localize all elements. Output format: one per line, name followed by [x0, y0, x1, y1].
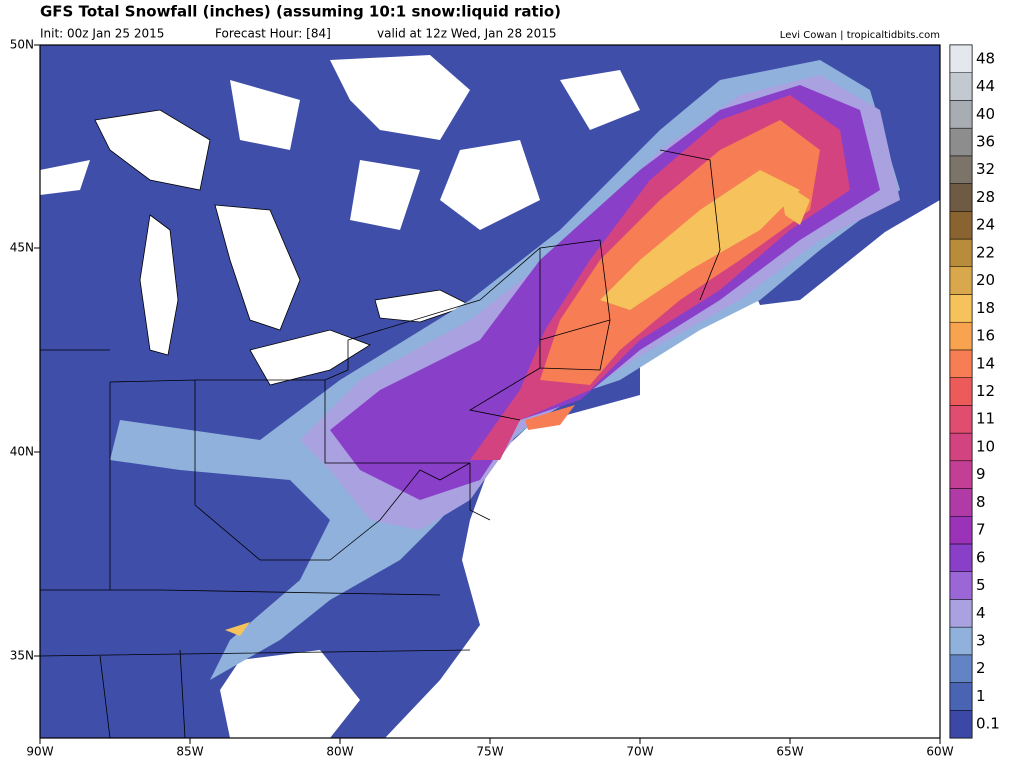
colorbar-label: 16	[976, 327, 995, 345]
colorbar-box	[949, 155, 973, 184]
colorbar-label: 1	[976, 687, 986, 705]
colorbar-box	[949, 100, 973, 129]
colorbar-box	[949, 266, 973, 295]
colorbar-label: 10	[976, 437, 995, 455]
colorbar-label: 7	[976, 521, 986, 539]
title: GFS Total Snowfall (inches) (assuming 10…	[40, 3, 561, 21]
lon-label: 60W	[926, 745, 953, 759]
colorbar-box	[949, 238, 973, 268]
lat-label: 50N	[10, 38, 34, 52]
colorbar-box	[949, 432, 973, 462]
colorbar-label: 4	[976, 604, 986, 622]
colorbar-box	[949, 349, 973, 378]
colorbar-box	[949, 321, 973, 351]
lon-label: 90W	[26, 745, 53, 759]
colorbar-box	[949, 682, 973, 711]
colorbar-label: 28	[976, 188, 995, 206]
colorbar-box	[949, 488, 973, 517]
colorbar-box	[949, 710, 973, 739]
colorbar-label: 48	[976, 49, 995, 67]
map	[39, 44, 941, 739]
colorbar-box	[949, 654, 973, 683]
colorbar-box	[949, 571, 973, 600]
colorbar-box	[949, 405, 973, 434]
lon-label: 65W	[776, 745, 803, 759]
colorbar-box	[949, 599, 973, 628]
axes: 50N 45N 40N 35N 90W 85W 80W 75W 70W 65W 60W	[10, 38, 954, 759]
valid-time: valid at 12z Wed, Jan 28 2015	[377, 27, 557, 41]
colorbar-label: 22	[976, 243, 995, 261]
colorbar-box	[949, 626, 973, 656]
colorbar-box	[949, 44, 973, 73]
colorbar-label: 11	[976, 410, 995, 428]
colorbar-label: 32	[976, 160, 995, 178]
lon-label: 80W	[326, 745, 353, 759]
colorbar-box	[949, 183, 973, 212]
colorbar-label: 40	[976, 105, 995, 123]
colorbar-box	[949, 72, 973, 101]
colorbar-box	[949, 127, 973, 157]
colorbar-label: 3	[976, 631, 986, 649]
lat-label: 45N	[10, 241, 34, 255]
colorbar: 0.11234567891011121416182022242832364044…	[949, 44, 1000, 739]
lon-label: 75W	[476, 745, 503, 759]
colorbar-label: 5	[976, 576, 986, 594]
colorbar-box	[949, 211, 973, 240]
colorbar-box	[949, 543, 973, 572]
colorbar-box	[949, 294, 973, 323]
colorbar-label: 36	[976, 133, 995, 151]
lat-label: 40N	[10, 445, 34, 459]
credit: Levi Cowan | tropicaltidbits.com	[780, 30, 940, 41]
colorbar-box	[949, 377, 973, 406]
colorbar-box	[949, 460, 973, 489]
colorbar-label: 20	[976, 271, 995, 289]
colorbar-label: 2	[976, 659, 986, 677]
colorbar-label: 18	[976, 299, 995, 317]
colorbar-label: 9	[976, 465, 986, 483]
lon-label: 85W	[176, 745, 203, 759]
colorbar-label: 24	[976, 216, 995, 234]
colorbar-box	[949, 515, 973, 545]
colorbar-label: 0.1	[976, 715, 1000, 733]
forecast-hour: Forecast Hour: [84]	[215, 27, 331, 41]
lat-label: 35N	[10, 649, 34, 663]
lon-label: 70W	[626, 745, 653, 759]
colorbar-label: 44	[976, 77, 995, 95]
colorbar-label: 6	[976, 548, 986, 566]
colorbar-label: 8	[976, 493, 986, 511]
init-time: Init: 00z Jan 25 2015	[40, 27, 164, 41]
colorbar-label: 14	[976, 354, 995, 372]
colorbar-label: 12	[976, 382, 995, 400]
